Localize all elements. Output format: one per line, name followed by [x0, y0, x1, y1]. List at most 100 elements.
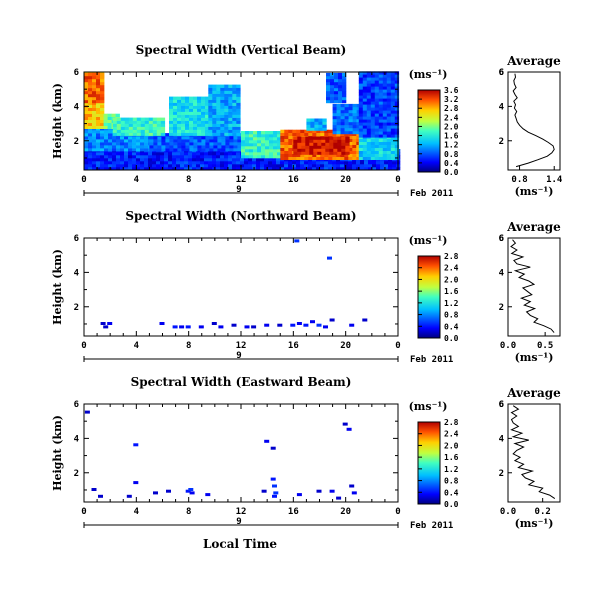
heatmap-cell — [173, 117, 178, 121]
heatmap-cell — [386, 116, 392, 120]
heatmap-cell — [233, 145, 238, 149]
heatmap-cell — [177, 114, 182, 118]
heatmap-cell — [177, 136, 182, 140]
heatmap-cell — [332, 156, 337, 160]
heatmap-cell — [189, 102, 194, 106]
heatmap-cell — [96, 125, 101, 129]
heatmap-cell — [169, 126, 174, 130]
heatmap-cell — [208, 108, 213, 112]
heatmap-cell — [336, 121, 341, 126]
heatmap-cell — [157, 148, 162, 152]
heatmap-cell — [358, 104, 364, 108]
heatmap-cell — [260, 158, 265, 162]
heatmap-cell — [390, 104, 396, 108]
colorbar — [417, 421, 441, 505]
heatmap-cell — [380, 161, 385, 165]
heatmap-cell — [185, 139, 190, 143]
heatmap-cell — [280, 135, 285, 139]
heatmap-cell — [341, 136, 346, 140]
heatmap-cell — [128, 136, 133, 140]
heatmap-cell — [136, 126, 142, 130]
data-point — [270, 477, 276, 481]
heatmap-cell — [309, 151, 314, 155]
heatmap-cell — [284, 167, 289, 171]
heatmap-cell — [328, 153, 333, 157]
heatmap-cell — [248, 158, 253, 162]
heatmap-cell — [100, 81, 105, 86]
heatmap-cell — [261, 137, 266, 141]
average-x-tick-label: 1.4 — [546, 175, 563, 185]
heatmap-cell — [264, 161, 269, 165]
heatmap-cell — [181, 148, 186, 152]
heatmap-cell — [261, 149, 266, 153]
data-point — [327, 256, 332, 260]
heatmap-cell — [157, 145, 162, 149]
average-y-tick-label: 6 — [499, 68, 504, 78]
heatmap-cell — [292, 161, 297, 165]
data-point — [290, 323, 296, 327]
heatmap-cell — [180, 155, 185, 159]
heatmap-cell — [334, 90, 339, 95]
heatmap-cell — [338, 75, 343, 80]
heatmap-cell — [370, 110, 376, 114]
heatmap-cell — [92, 107, 97, 111]
heatmap-cell — [368, 167, 373, 171]
heatmap-cell — [358, 144, 364, 148]
heatmap-cell — [269, 146, 274, 150]
heatmap-cell — [197, 111, 202, 115]
heatmap-cell — [340, 106, 345, 111]
heatmap-cell — [144, 152, 149, 156]
heatmap-cell — [236, 93, 241, 97]
heatmap-cell — [253, 149, 258, 153]
heatmap-cell — [168, 161, 173, 165]
heatmap-cell — [253, 134, 258, 138]
data-point — [316, 489, 322, 493]
heatmap-cell — [197, 139, 202, 143]
colorbar-tick-label: 1.6 — [444, 287, 459, 296]
heatmap-cell — [92, 167, 97, 171]
heatmap-cell — [201, 126, 206, 130]
heatmap-cell — [304, 156, 309, 160]
heatmap-cell — [201, 132, 206, 136]
heatmap-cell — [338, 96, 343, 101]
heatmap-cell — [224, 96, 229, 100]
heatmap-cell — [156, 117, 162, 121]
heatmap-cell — [193, 126, 198, 130]
heatmap-cell — [362, 131, 368, 135]
heatmap-cell — [88, 152, 93, 156]
heatmap-cell — [370, 71, 376, 75]
heatmap-cell — [169, 99, 174, 103]
heatmap-cell — [248, 167, 253, 171]
heatmap-cell — [284, 153, 289, 157]
heatmap-cell — [362, 144, 368, 148]
heatmap-cell — [280, 147, 285, 151]
heatmap-cell — [366, 141, 372, 145]
heatmap-cell — [112, 139, 117, 143]
heatmap-cell — [341, 142, 346, 146]
heatmap-cell — [185, 136, 190, 140]
heatmap-cell — [356, 138, 361, 142]
heatmap-cell — [348, 115, 353, 120]
heatmap-cell — [201, 111, 206, 115]
heatmap-cell — [144, 129, 150, 133]
heatmap-cell — [160, 164, 165, 168]
heatmap-cell — [237, 142, 242, 146]
heatmap-cell — [316, 161, 321, 165]
colorbar-tick-label: 2.0 — [444, 441, 459, 450]
heatmap-cell — [169, 96, 174, 100]
heatmap-cell — [152, 164, 157, 168]
heatmap-cell — [88, 72, 93, 77]
heatmap-cell — [297, 151, 302, 155]
heatmap-cell — [352, 124, 357, 129]
heatmap-cell — [370, 147, 376, 151]
heatmap-cell — [378, 144, 384, 148]
heatmap-cell — [288, 161, 293, 165]
heatmap-cell — [216, 87, 221, 91]
heatmap-cell — [216, 161, 221, 165]
average-y-tick-label: 4 — [499, 434, 505, 444]
heatmap-cell — [269, 155, 274, 159]
heatmap-cell — [320, 161, 325, 165]
heatmap-cell — [390, 122, 396, 126]
heatmap-cell — [378, 113, 384, 117]
colorbar-tick-label: 1.6 — [444, 453, 459, 462]
